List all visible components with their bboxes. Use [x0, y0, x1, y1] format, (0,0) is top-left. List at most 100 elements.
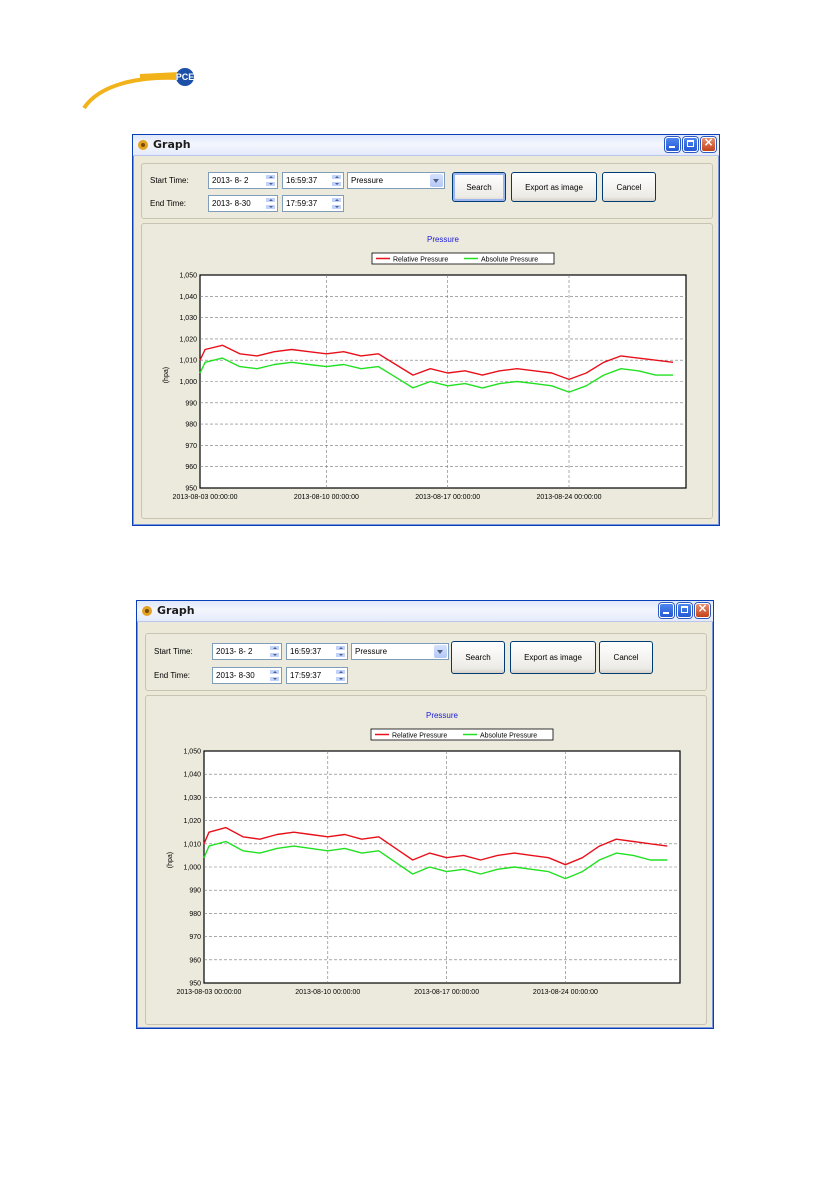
- y-tick-label: 1,020: [179, 336, 197, 343]
- y-tick-label: 1,010: [183, 841, 201, 848]
- spin-down-icon[interactable]: [335, 676, 346, 682]
- y-tick-label: 1,050: [183, 749, 201, 756]
- search-button[interactable]: Search: [451, 641, 505, 674]
- legend-label: Relative Pressure: [393, 257, 448, 264]
- export-image-button[interactable]: Export as image: [511, 172, 597, 202]
- measurement-select[interactable]: Pressure: [351, 643, 449, 660]
- y-tick-label: 960: [185, 464, 197, 471]
- spin-down-icon[interactable]: [269, 676, 280, 682]
- end-time-picker-spinner[interactable]: [331, 197, 342, 210]
- start-time-picker-spinner[interactable]: [331, 174, 342, 187]
- chart-panel: Pressure Relative Pressure Absolute Pressu…: [145, 695, 707, 1025]
- spin-up-icon[interactable]: [335, 645, 346, 651]
- spin-down-icon[interactable]: [331, 181, 342, 187]
- spin-down-icon[interactable]: [335, 652, 346, 658]
- relative-pressure-line: [199, 344, 674, 381]
- logo-text: PCE: [176, 72, 195, 82]
- maximize-icon: [681, 606, 688, 613]
- measurement-select-value: Pressure: [351, 176, 384, 185]
- end-time-picker-value: 17:59:37: [286, 199, 318, 208]
- spin-up-icon[interactable]: [331, 174, 342, 180]
- start-date-picker[interactable]: 2013- 8- 2: [212, 643, 282, 660]
- pressure-chart: Pressure Relative Pressure Absolute Pressu…: [163, 235, 687, 501]
- end-time-picker-value: 17:59:37: [290, 671, 322, 680]
- y-tick-label: 970: [185, 443, 197, 450]
- graph-window-2: Graph × Start Time: End Time: 2013- 8- 2 16:5…: [136, 600, 714, 1029]
- close-icon: ×: [703, 135, 714, 149]
- spin-up-icon[interactable]: [335, 669, 346, 675]
- maximize-button[interactable]: [683, 137, 698, 152]
- export-image-button[interactable]: Export as image: [510, 641, 596, 674]
- y-tick-label: 1,040: [183, 772, 201, 779]
- y-axis-label: (hpa): [167, 852, 174, 868]
- close-button[interactable]: ×: [701, 135, 716, 152]
- start-time-picker-value: 16:59:37: [290, 647, 322, 656]
- chevron-down-icon[interactable]: [430, 174, 443, 187]
- start-date-picker[interactable]: 2013- 8- 2: [208, 172, 278, 189]
- spin-up-icon[interactable]: [265, 174, 276, 180]
- y-tick-label: 1,010: [179, 358, 197, 365]
- search-button[interactable]: Search: [452, 172, 506, 202]
- start-time-label: Start Time:: [154, 647, 193, 656]
- measurement-select-value: Pressure: [355, 647, 388, 656]
- start-date-picker-spinner[interactable]: [269, 645, 280, 658]
- y-tick-label: 960: [189, 957, 201, 964]
- end-time-picker-spinner[interactable]: [335, 669, 346, 682]
- cancel-button[interactable]: Cancel: [599, 641, 653, 674]
- legend-label: Absolute Pressure: [481, 257, 538, 264]
- spin-down-icon[interactable]: [269, 652, 280, 658]
- minimize-icon: [669, 146, 675, 148]
- y-tick-label: 950: [189, 981, 201, 988]
- y-tick-label: 1,040: [179, 294, 197, 301]
- spin-down-icon[interactable]: [265, 204, 276, 210]
- legend-box: [371, 252, 555, 265]
- title-bar: Graph ×: [133, 135, 719, 156]
- close-button[interactable]: ×: [695, 601, 710, 618]
- window-title: Graph: [153, 138, 191, 151]
- minimize-button[interactable]: [665, 137, 680, 152]
- chart-title: Pressure: [426, 711, 459, 720]
- filter-panel: Start Time: End Time: 2013- 8- 2 16:59:37 20…: [145, 633, 707, 691]
- maximize-icon: [687, 140, 694, 147]
- end-date-picker-value: 2013- 8-30: [212, 199, 251, 208]
- spin-up-icon[interactable]: [331, 197, 342, 203]
- end-time-label: End Time:: [150, 199, 187, 208]
- app-icon: [138, 140, 148, 150]
- end-time-picker[interactable]: 17:59:37: [286, 667, 348, 684]
- relative-pressure-line: [203, 826, 668, 866]
- end-date-picker-spinner[interactable]: [269, 669, 280, 682]
- end-time-picker[interactable]: 17:59:37: [282, 195, 344, 212]
- pressure-chart: Pressure Relative Pressure Absolute Pressu…: [167, 711, 681, 996]
- spin-down-icon[interactable]: [265, 181, 276, 187]
- end-date-picker-spinner[interactable]: [265, 197, 276, 210]
- measurement-select[interactable]: Pressure: [347, 172, 445, 189]
- start-time-picker[interactable]: 16:59:37: [282, 172, 344, 189]
- absolute-pressure-line: [203, 840, 668, 880]
- start-time-picker-spinner[interactable]: [335, 645, 346, 658]
- minimize-icon: [663, 612, 669, 614]
- chevron-down-icon[interactable]: [434, 645, 447, 658]
- maximize-button[interactable]: [677, 603, 692, 618]
- start-date-picker-spinner[interactable]: [265, 174, 276, 187]
- spin-up-icon[interactable]: [265, 197, 276, 203]
- y-tick-label: 1,000: [179, 379, 197, 386]
- spin-down-icon[interactable]: [331, 204, 342, 210]
- end-date-picker-value: 2013- 8-30: [216, 671, 255, 680]
- y-tick-label: 980: [189, 911, 201, 918]
- start-time-picker[interactable]: 16:59:37: [286, 643, 348, 660]
- app-icon: [142, 606, 152, 616]
- y-axis-label: (hpa): [163, 367, 170, 383]
- legend-box: [370, 728, 554, 741]
- cancel-button[interactable]: Cancel: [602, 172, 656, 202]
- y-tick-label: 970: [189, 934, 201, 941]
- end-date-picker[interactable]: 2013- 8-30: [208, 195, 278, 212]
- chart-panel: Pressure Relative Pressure Absolute Pressu…: [141, 223, 713, 519]
- start-time-picker-value: 16:59:37: [286, 176, 318, 185]
- filter-panel: Start Time: End Time: 2013- 8- 2 16:59:37 20…: [141, 163, 713, 219]
- spin-up-icon[interactable]: [269, 645, 280, 651]
- y-tick-label: 1,050: [179, 273, 197, 280]
- spin-up-icon[interactable]: [269, 669, 280, 675]
- minimize-button[interactable]: [659, 603, 674, 618]
- y-tick-label: 950: [185, 486, 197, 493]
- end-date-picker[interactable]: 2013- 8-30: [212, 667, 282, 684]
